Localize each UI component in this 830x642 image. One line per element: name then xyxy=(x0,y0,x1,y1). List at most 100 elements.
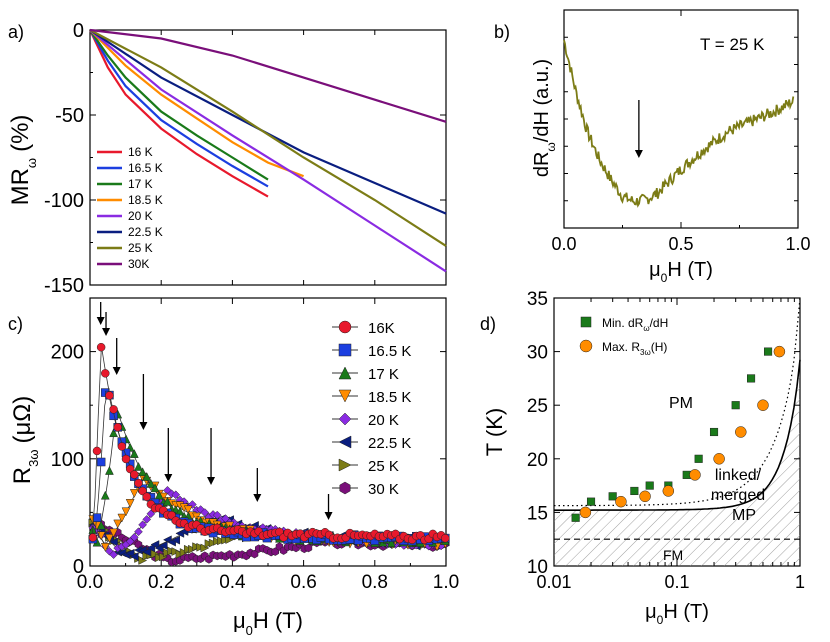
peak-arrow xyxy=(139,374,148,430)
series-line-30K xyxy=(89,28,447,123)
data-point xyxy=(146,543,156,553)
panel-c-xtick-label: 1.0 xyxy=(433,572,459,593)
phase-boundary-solid xyxy=(554,359,801,511)
data-point xyxy=(109,428,118,438)
panel-d-ytick-label: 35 xyxy=(527,289,548,310)
legend-label: 16.5 K xyxy=(368,343,411,360)
panel-d-legend: Min. dRω/dH Max. R3ω(H) xyxy=(579,316,668,357)
panel-d: d) 0.01 0.1 1 10 15 20 25 30 35 Min. dRω/dH Max. R… xyxy=(480,289,805,627)
panel-b-ylabel: dRω/dH (a.u.) xyxy=(531,59,558,177)
legend-label: Min. dRω/dH xyxy=(602,316,668,333)
panel-b-xtick-label: 0.5 xyxy=(668,234,693,254)
peak-arrow xyxy=(207,428,216,485)
data-point xyxy=(662,485,675,497)
panel-a-ytick-label: -50 xyxy=(55,105,84,127)
panel-b-xtick-label: 0.0 xyxy=(551,234,576,254)
data-point xyxy=(109,550,118,559)
data-point xyxy=(142,515,152,524)
data-point xyxy=(579,506,592,519)
legend-label: 17 K xyxy=(128,177,153,191)
peak-arrow xyxy=(102,312,111,336)
series-line-18.5K xyxy=(89,29,304,178)
data-point xyxy=(639,490,651,503)
panel-b-xtick-label: 1.0 xyxy=(785,234,810,254)
region-label-merged: merged xyxy=(711,487,765,504)
data-point xyxy=(92,446,102,456)
data-point xyxy=(105,466,114,475)
panel-a-ytick-label: -150 xyxy=(44,275,84,297)
data-point xyxy=(689,469,701,481)
panel-b-series-line xyxy=(563,39,795,208)
data-point xyxy=(138,486,147,496)
legend-label: Max. R3ω(H) xyxy=(602,340,667,357)
legend-marker xyxy=(338,458,352,472)
series-line-25K xyxy=(89,29,447,247)
data-point xyxy=(615,495,627,508)
data-point xyxy=(571,513,580,522)
data-point xyxy=(125,499,135,508)
region-label-mp: MP xyxy=(732,507,756,524)
panel-b-arrow xyxy=(634,100,643,158)
panel-c-legend: 16K 16.5 K 17 K 18.5 K 20 K 22.5 K 25 K 30 K xyxy=(332,320,411,498)
legend-label: 25 K xyxy=(368,458,399,475)
data-point xyxy=(96,520,106,530)
data-point xyxy=(88,533,98,542)
data-point xyxy=(441,533,450,543)
data-point xyxy=(105,534,114,543)
data-point xyxy=(117,513,127,523)
data-point xyxy=(125,548,135,558)
panel-c-ticks: 0.0 0.2 0.4 0.6 0.8 1.0 0 100 200 xyxy=(51,298,459,593)
panel-c-xtick-label: 0.6 xyxy=(290,572,316,593)
data-point xyxy=(92,513,102,522)
data-point xyxy=(608,492,617,501)
data-point xyxy=(630,486,639,496)
legend-label: 16K xyxy=(368,320,395,337)
panel-a-ylabel: MRω(%) xyxy=(7,115,39,206)
series-line-17K xyxy=(89,29,269,181)
legend-marker xyxy=(338,343,352,357)
data-point xyxy=(713,453,725,465)
legend-marker xyxy=(338,320,352,334)
panel-d-ytick-label: 30 xyxy=(527,343,548,364)
data-point xyxy=(121,507,131,517)
data-point xyxy=(109,528,118,538)
panel-c-ytick-label: 200 xyxy=(51,342,84,364)
data-point xyxy=(645,481,654,490)
panel-c-series xyxy=(88,342,450,567)
panel-d-xtick-label: 1 xyxy=(795,572,805,592)
data-point xyxy=(304,543,313,553)
legend-label: 20 K xyxy=(368,412,399,429)
data-point xyxy=(138,520,147,530)
panel-b-label: b) xyxy=(494,22,510,42)
data-point xyxy=(138,467,148,477)
region-label-fm: FM xyxy=(663,547,683,563)
panel-a-ytick-label: 0 xyxy=(73,20,84,42)
data-point xyxy=(158,541,168,550)
legend-marker xyxy=(338,366,352,380)
panel-b-annotation: T = 25 K xyxy=(700,35,765,54)
data-point xyxy=(386,538,396,547)
data-point xyxy=(96,342,106,352)
legend-label: 16.5 K xyxy=(128,161,163,175)
panel-d-ytick-label: 10 xyxy=(527,557,548,578)
data-point xyxy=(109,405,118,414)
data-point xyxy=(101,369,110,378)
panel-c-ytick-label: 100 xyxy=(51,449,84,471)
data-point xyxy=(113,422,122,432)
series-16K xyxy=(88,342,450,545)
data-point xyxy=(129,449,139,458)
data-point xyxy=(121,454,131,464)
data-point xyxy=(129,552,139,561)
data-point xyxy=(142,547,152,557)
data-point xyxy=(694,454,703,463)
panel-d-ylabel: T (K) xyxy=(482,408,507,456)
legend-marker xyxy=(580,316,592,328)
legend-label: 22.5 K xyxy=(128,225,163,239)
legend-label: 17 K xyxy=(368,366,399,383)
data-point xyxy=(150,483,160,493)
legend-label: 18.5 K xyxy=(128,193,163,207)
data-point xyxy=(105,391,114,400)
panel-d-plot: 0.01 0.1 1 10 15 20 25 30 35 Min. dRω/dH Max. R3ω(… xyxy=(527,289,805,592)
panel-c: c) 0.0 0.2 0.4 0.6 0.8 1.0 0 100 200 16K 16.5 K 17… xyxy=(8,297,459,638)
